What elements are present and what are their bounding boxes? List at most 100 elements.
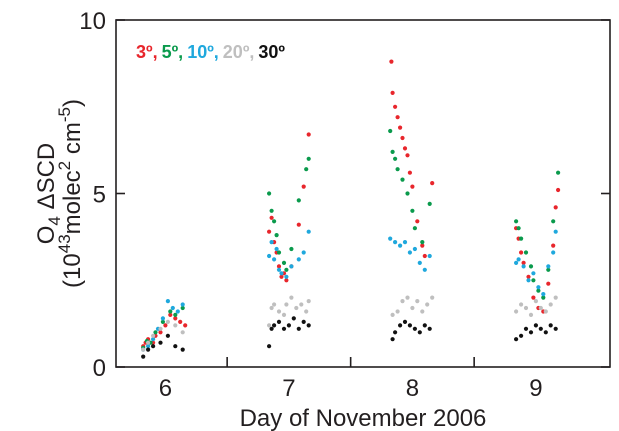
data-point-series-2: [272, 257, 277, 262]
data-point-series-3: [553, 295, 558, 300]
data-point-series-2: [284, 274, 289, 279]
data-point-series-1: [269, 208, 274, 213]
data-point-series-0: [519, 250, 524, 255]
data-point-series-2: [541, 292, 546, 297]
data-point-series-2: [422, 267, 427, 272]
data-point-series-4: [173, 344, 178, 349]
data-point-series-2: [521, 264, 526, 269]
data-point-series-2: [393, 240, 398, 245]
y-axis: 0 5 10: [79, 8, 610, 382]
data-point-series-4: [267, 344, 272, 349]
y-units-open: (10: [59, 253, 86, 288]
data-point-series-4: [538, 326, 543, 331]
data-point-series-3: [400, 299, 405, 304]
data-point-series-1: [296, 198, 301, 203]
data-point-series-2: [398, 243, 403, 248]
data-point-series-0: [390, 90, 395, 95]
data-point-series-4: [398, 323, 403, 328]
data-point-series-0: [410, 184, 415, 189]
data-point-series-3: [395, 309, 400, 314]
data-point-series-3: [543, 309, 548, 314]
data-point-series-1: [393, 156, 398, 161]
data-point-series-1: [304, 167, 309, 172]
data-point-series-1: [388, 128, 393, 134]
x-tick-label: 9: [529, 375, 542, 402]
data-point-series-0: [420, 243, 425, 248]
data-point-series-4: [390, 337, 395, 342]
data-point-series-0: [269, 215, 274, 220]
data-point-series-4: [514, 337, 519, 342]
data-point-series-3: [519, 302, 524, 307]
y-units-cm-exp: -5: [55, 107, 74, 122]
data-point-series-2: [306, 229, 311, 234]
data-point-series-1: [519, 236, 524, 241]
data-point-series-0: [301, 184, 306, 189]
data-point-series-1: [541, 295, 546, 300]
data-point-series-4: [553, 326, 558, 331]
y-units-exp: 43: [55, 234, 74, 253]
data-point-series-4: [286, 323, 291, 328]
y-units-molec-exp: 2: [55, 161, 74, 170]
data-point-series-0: [183, 323, 188, 328]
data-point-series-1: [395, 167, 400, 172]
data-point-series-4: [548, 323, 553, 328]
data-point-series-0: [173, 316, 178, 321]
data-point-series-0: [398, 125, 403, 130]
data-point-series-2: [551, 250, 556, 255]
y-tick-label: 10: [79, 8, 106, 35]
data-point-series-0: [405, 153, 410, 158]
data-point-series-2: [146, 344, 151, 349]
data-point-series-3: [304, 309, 309, 314]
data-point-series-0: [400, 135, 405, 141]
data-point-series-0: [553, 205, 558, 210]
data-point-series-4: [301, 319, 306, 324]
data-point-series-0: [306, 132, 311, 137]
data-point-series-0: [422, 253, 427, 259]
data-point-series-2: [269, 240, 274, 245]
data-point-series-2: [531, 271, 536, 276]
data-point-series-2: [160, 316, 165, 321]
y-units-close: ): [59, 99, 86, 107]
data-point-series-4: [165, 333, 170, 338]
data-point-series-4: [296, 326, 301, 331]
data-point-series-4: [407, 323, 412, 328]
data-point-series-4: [269, 326, 274, 331]
data-point-series-1: [267, 191, 272, 196]
data-point-series-2: [402, 240, 408, 245]
data-point-series-1: [410, 208, 415, 213]
data-point-series-3: [523, 305, 529, 311]
data-point-series-1: [551, 219, 556, 224]
data-point-series-3: [533, 299, 539, 304]
data-point-series-0: [521, 260, 526, 265]
data-point-series-1: [420, 240, 425, 245]
data-point-series-4: [533, 323, 539, 328]
data-point-series-2: [276, 267, 282, 272]
y-tick-label: 5: [93, 182, 106, 209]
data-point-series-2: [274, 246, 279, 252]
data-point-series-1: [289, 246, 294, 252]
data-point-series-4: [427, 326, 432, 331]
data-point-series-2: [407, 250, 412, 255]
data-point-series-2: [289, 264, 294, 269]
data-point-series-3: [289, 295, 294, 300]
data-point-series-3: [146, 340, 151, 345]
data-point-series-0: [546, 281, 551, 286]
y-axis-units: (1043molec2 cm-5): [55, 99, 86, 288]
data-point-series-2: [279, 271, 284, 276]
data-point-series-4: [291, 316, 296, 321]
data-point-series-3: [294, 305, 299, 311]
data-point-series-0: [389, 59, 394, 64]
data-point-series-2: [514, 260, 519, 265]
data-points: [141, 59, 561, 359]
data-point-series-0: [531, 295, 536, 300]
data-point-series-4: [422, 323, 427, 328]
legend-item-30deg: 30º: [258, 42, 285, 62]
data-point-series-2: [417, 260, 422, 265]
data-point-series-2: [536, 285, 541, 290]
legend: 3º, 5º, 10º, 20º, 30º: [136, 42, 285, 62]
data-point-series-4: [543, 330, 548, 335]
data-point-series-1: [528, 264, 534, 269]
data-point-series-1: [284, 267, 289, 272]
y-axis-label-rest: ΔSCD: [33, 143, 60, 216]
data-point-series-1: [173, 312, 178, 317]
